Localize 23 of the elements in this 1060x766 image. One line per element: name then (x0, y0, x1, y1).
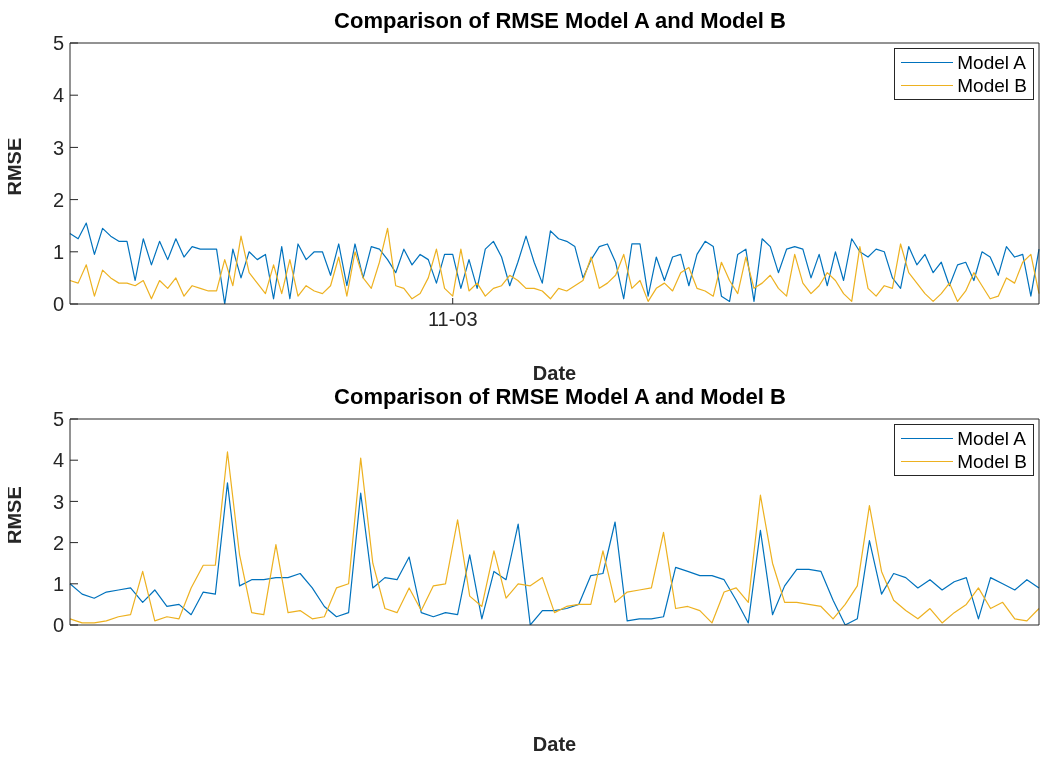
legend-label: Model A (957, 51, 1026, 74)
legend-label: Model B (957, 450, 1027, 473)
x-axis-title: Date (532, 733, 577, 755)
y-tick-label: 1 (52, 240, 64, 263)
y-axis-title: RMSE (3, 486, 26, 544)
y-tick-label: 3 (52, 136, 64, 159)
x-axis-title: Date (532, 362, 577, 384)
y-tick-label: 3 (52, 490, 64, 513)
chart-title: Comparison of RMSE Model A and Model B (333, 8, 787, 34)
y-tick-label: 1 (52, 572, 64, 595)
x-tick-label: 11-03 (427, 308, 478, 330)
chart-title: Comparison of RMSE Model A and Model B (333, 384, 787, 410)
y-tick-label: 2 (52, 531, 64, 554)
y-tick-label: 5 (52, 32, 64, 55)
y-tick-label: 4 (52, 449, 64, 472)
y-axis-title: RMSE (3, 137, 26, 196)
y-tick-label: 2 (52, 188, 64, 211)
y-tick-label: 0 (52, 293, 64, 316)
y-tick-label: 0 (52, 614, 64, 637)
y-tick-label: 5 (52, 408, 64, 431)
legend-label: Model A (957, 427, 1026, 450)
y-tick-label: 4 (52, 84, 64, 107)
legend-label: Model B (957, 74, 1027, 97)
